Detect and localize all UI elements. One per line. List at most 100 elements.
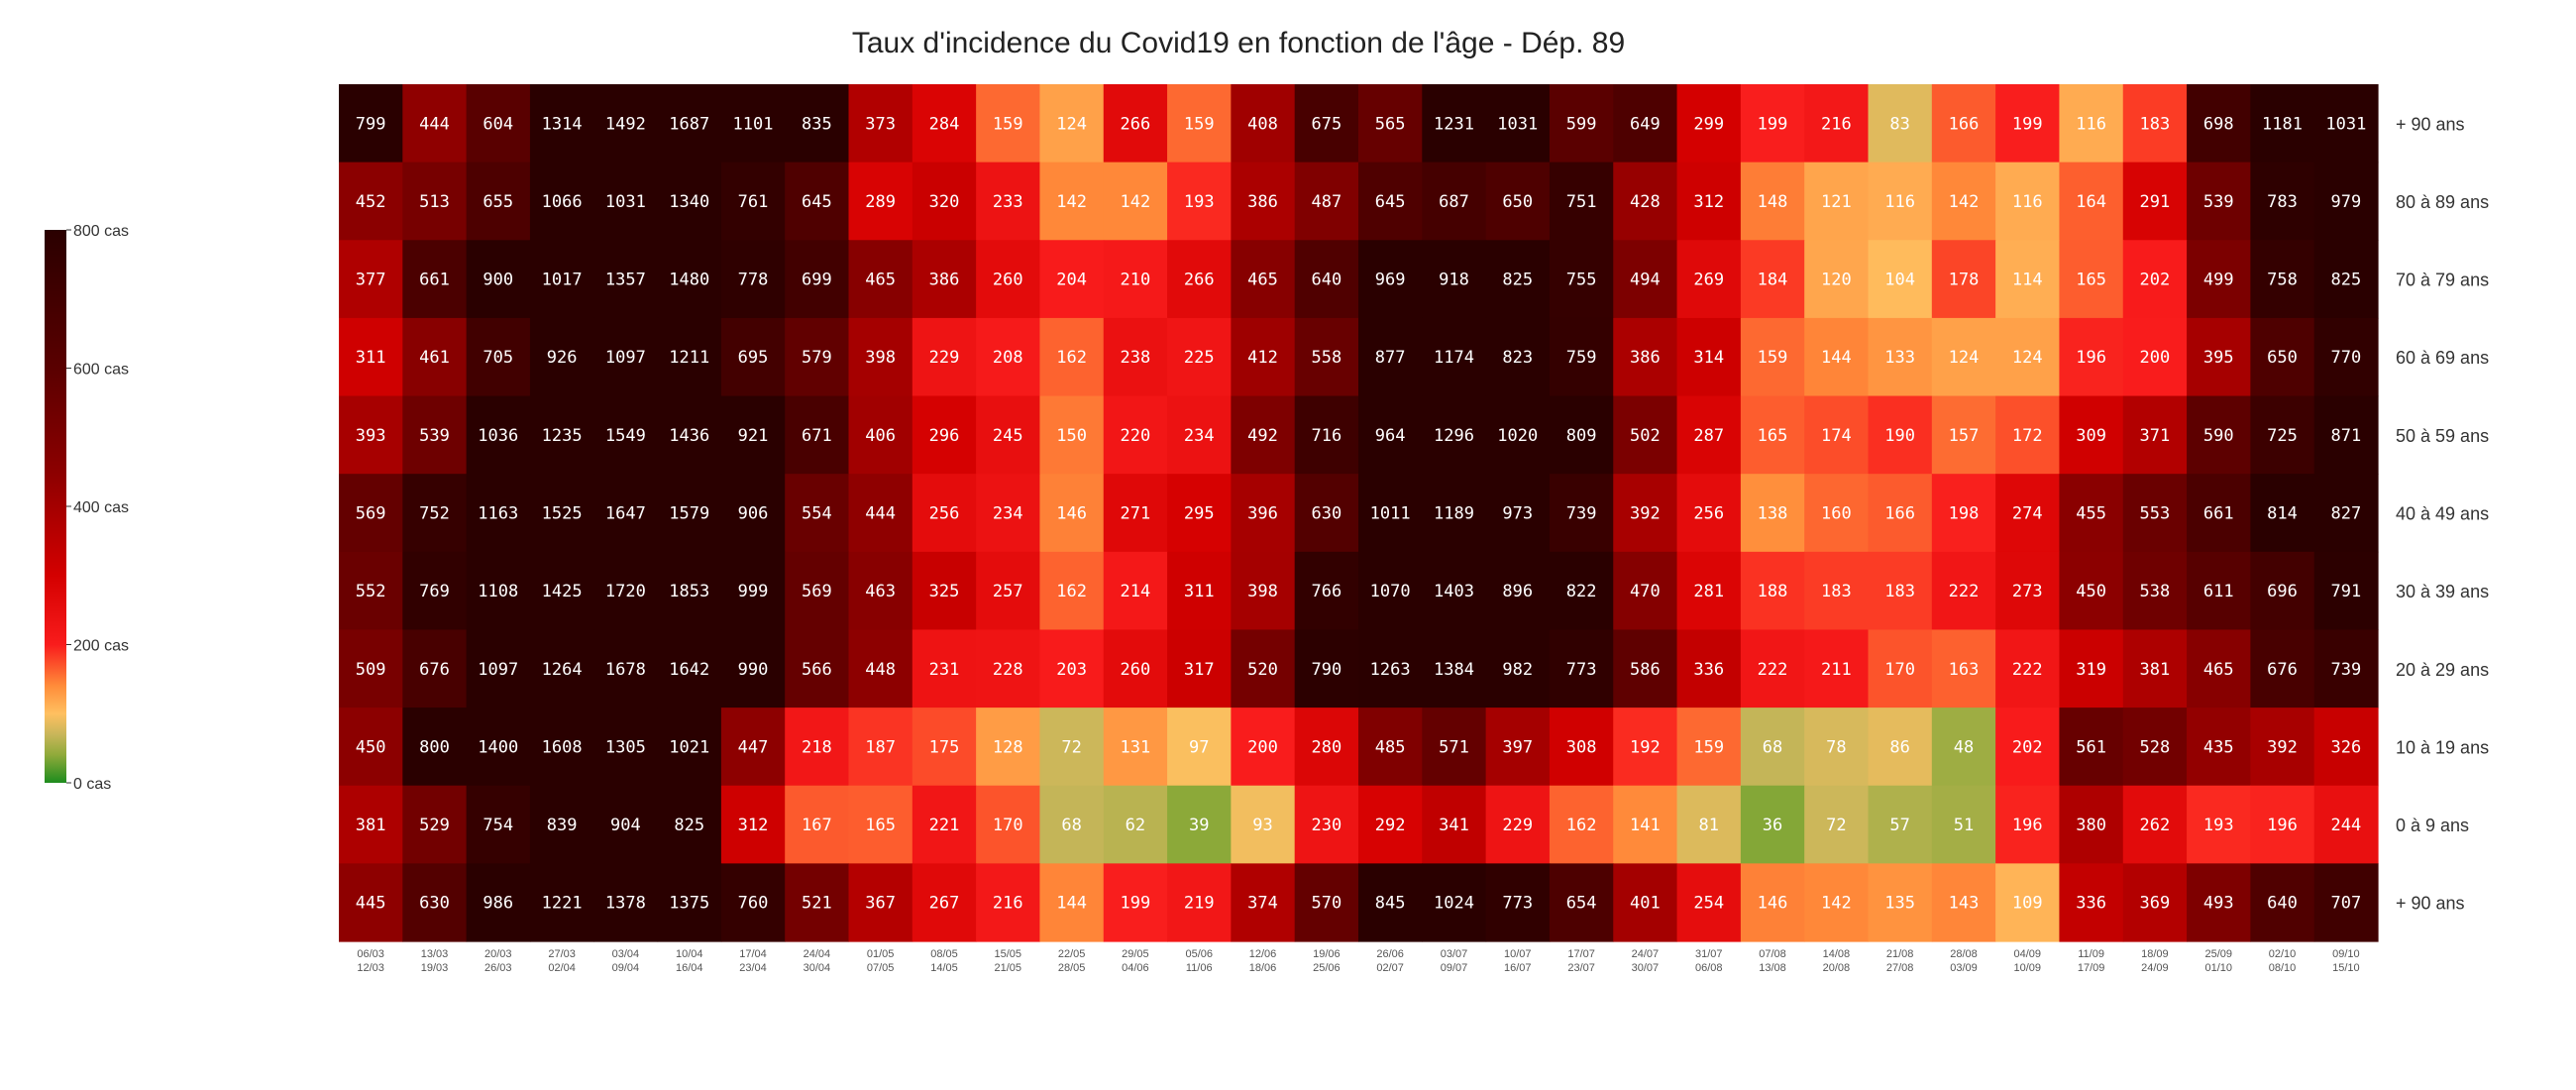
heatmap-cell (529, 708, 594, 787)
heatmap-cell (2313, 629, 2379, 708)
heatmap-cell (339, 240, 403, 319)
cell-value-label: 256 (1693, 504, 1724, 524)
cell-value-label: 199 (2012, 114, 2043, 134)
heatmap-cell (402, 84, 468, 164)
cell-value-label: 773 (1502, 894, 1533, 914)
cell-value-label: 229 (1502, 816, 1533, 835)
heatmap-cell (1485, 84, 1551, 164)
heatmap-cell (1358, 162, 1423, 241)
column-label-start: 02/10 (2269, 948, 2297, 960)
heatmap-cell (1167, 240, 1232, 319)
cell-value-label: 590 (2203, 426, 2234, 446)
column-label-end: 23/04 (739, 962, 767, 974)
heatmap-cell (1931, 162, 1996, 241)
heatmap-cell (1868, 708, 1933, 787)
heatmap-cell (1103, 395, 1168, 475)
heatmap-cell (1613, 474, 1678, 553)
cell-value-label: 184 (1758, 271, 1788, 290)
heatmap-cell (2059, 708, 2124, 787)
cell-value-label: 906 (738, 504, 769, 524)
heatmap-cell (657, 629, 722, 708)
heatmap-cell (657, 474, 722, 553)
heatmap-cell (720, 785, 786, 864)
heatmap-cell (720, 240, 786, 319)
heatmap-cell (1868, 629, 1933, 708)
cell-value-label: 386 (1630, 348, 1661, 368)
heatmap-cell (1103, 84, 1168, 164)
colorbar: 0 cas 200 cas 400 cas 600 cas 800 cas (45, 223, 129, 793)
column-label-end: 09/04 (612, 962, 640, 974)
heatmap-cell (1740, 474, 1805, 553)
heatmap-cell (1231, 84, 1296, 164)
heatmap-cell (2059, 84, 2124, 164)
heatmap-cell (1103, 863, 1168, 942)
column-label-start: 28/08 (1950, 948, 1978, 960)
cell-value-label: 216 (1821, 114, 1852, 134)
cell-value-label: 159 (1184, 114, 1215, 134)
heatmap-cell (1740, 785, 1805, 864)
heatmap-cell (529, 474, 594, 553)
cell-value-label: 51 (1954, 816, 1974, 835)
heatmap-cell (848, 240, 913, 319)
heatmap-cell (593, 317, 659, 397)
cell-value-label: 284 (929, 114, 960, 134)
heatmap-cell (1804, 629, 1870, 708)
heatmap-cell (529, 240, 594, 319)
cell-value-label: 146 (1056, 504, 1087, 524)
cell-value-label: 521 (802, 894, 832, 914)
heatmap-cell (2059, 474, 2124, 553)
heatmap-cell (1995, 395, 2061, 475)
cell-value-label: 192 (1630, 737, 1661, 757)
heatmap-cell (785, 84, 850, 164)
heatmap-cell (1422, 162, 1487, 241)
cell-value-label: 1305 (605, 737, 646, 757)
cell-value-label: 630 (419, 894, 450, 914)
cell-value-label: 705 (483, 348, 513, 368)
heatmap-cell (2187, 708, 2251, 787)
heatmap-cell (2250, 84, 2315, 164)
heatmap-cell (529, 551, 594, 631)
heatmap-cell (2122, 629, 2188, 708)
cell-value-label: 1031 (605, 192, 646, 212)
heatmap-cell (2313, 317, 2379, 397)
heatmap-cell (2122, 474, 2188, 553)
heatmap-cell (2059, 240, 2124, 319)
heatmap-cell (976, 708, 1041, 787)
cell-value-label: 640 (2267, 894, 2298, 914)
heatmap-cell (1422, 84, 1487, 164)
cell-value-label: 200 (1247, 737, 1278, 757)
heatmap-cell (1485, 551, 1551, 631)
cell-value-label: 200 (2140, 348, 2171, 368)
heatmap-cell (1167, 474, 1232, 553)
cell-value-label: 1492 (605, 114, 646, 134)
heatmap-cell (1931, 84, 1996, 164)
cell-value-label: 166 (1884, 504, 1915, 524)
row-label: 40 à 49 ans (2396, 504, 2489, 524)
heatmap-cell (976, 785, 1041, 864)
heatmap-cell (1995, 317, 2061, 397)
heatmap-cell (657, 317, 722, 397)
heatmap-cell (1167, 551, 1232, 631)
cell-value-label: 695 (738, 348, 769, 368)
cell-value-label: 244 (2330, 816, 2361, 835)
heatmap-cell (1358, 474, 1423, 553)
cell-value-label: 502 (1630, 426, 1661, 446)
row-labels: + 90 ans 80 à 89 ans 70 à 79 ans 60 à 69 an… (2396, 114, 2489, 913)
cell-value-label: 308 (1566, 737, 1597, 757)
cell-value-label: 569 (356, 504, 386, 524)
heatmap-cell (976, 629, 1041, 708)
cell-value-label: 649 (1630, 114, 1661, 134)
heatmap-cell (1294, 474, 1359, 553)
cell-value-label: 203 (1056, 660, 1087, 680)
cell-value-label: 234 (1184, 426, 1215, 446)
cell-value-label: 120 (1821, 271, 1852, 290)
heatmap-cell (402, 474, 468, 553)
heatmap-cell (2313, 708, 2379, 787)
cell-value-label: 499 (2203, 271, 2234, 290)
heatmap-cell (657, 785, 722, 864)
heatmap-cell (2313, 863, 2379, 942)
heatmap-cell (2250, 162, 2315, 241)
cell-value-label: 1375 (669, 894, 709, 914)
heatmap-cell (1804, 317, 1870, 397)
cell-value-label: 257 (993, 582, 1023, 601)
